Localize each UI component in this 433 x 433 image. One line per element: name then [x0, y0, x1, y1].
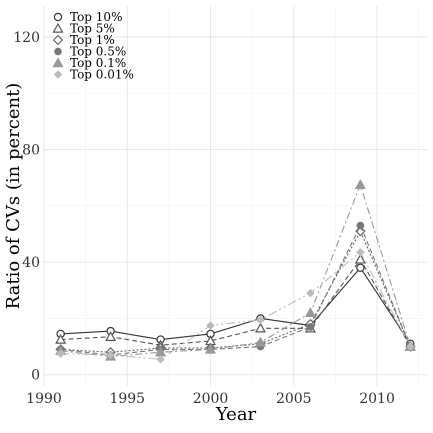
y-axis-title: Ratio of CVs (in percent)	[3, 83, 24, 310]
data-point	[105, 331, 117, 341]
x-tick-label: 2005	[276, 391, 312, 407]
y-tick-label: 80	[22, 143, 40, 159]
x-tick-label: 2000	[193, 391, 229, 407]
legend-marker	[52, 34, 64, 46]
series-line	[60, 266, 411, 345]
legend-marker	[52, 57, 64, 68]
data-point	[156, 355, 165, 364]
data-point	[56, 349, 65, 358]
data-point	[206, 321, 215, 330]
legend-label: Top 0.01%	[70, 68, 134, 82]
data-point	[306, 323, 315, 331]
legend-item: Top 1%	[52, 33, 115, 47]
legend-label: Top 0.1%	[70, 56, 126, 70]
legend-item: Top 0.1%	[52, 56, 126, 70]
y-tick-label: 120	[13, 30, 40, 46]
series-line	[60, 183, 411, 357]
data-point	[354, 253, 366, 264]
legend-label: Top 1%	[70, 33, 115, 47]
legend-item: Top 0.5%	[54, 45, 126, 59]
x-tick-label: 2010	[359, 391, 395, 407]
legend-marker	[53, 12, 63, 22]
legend-item: Top 5%	[52, 22, 115, 36]
data-point	[355, 225, 366, 237]
series-line	[60, 229, 411, 353]
data-point	[406, 342, 415, 351]
series-line	[60, 224, 411, 356]
x-tick-label: 1995	[109, 391, 145, 407]
grid-lines	[43, 6, 427, 386]
series-line	[60, 258, 411, 347]
y-tick-label: 40	[22, 255, 40, 271]
data-point	[254, 336, 266, 347]
series-line	[60, 251, 411, 360]
data-point	[205, 343, 217, 354]
y-tick-label: 0	[31, 368, 40, 384]
plot-background	[44, 6, 427, 386]
data-point	[354, 179, 366, 189]
legend-label: Top 5%	[70, 22, 115, 36]
data-point	[356, 248, 365, 257]
legend: Top 10%Top 5%Top 1%Top 0.5%Top 0.1%Top 0…	[52, 10, 134, 82]
data-point	[106, 350, 115, 360]
data-point	[304, 307, 316, 318]
data-point	[256, 315, 265, 325]
series-layer	[55, 179, 416, 364]
series-6	[56, 248, 415, 364]
data-point	[306, 288, 315, 298]
legend-label: Top 10%	[70, 10, 122, 24]
x-tick-label: 1990	[26, 391, 62, 407]
legend-item: Top 0.01%	[53, 68, 134, 82]
legend-marker	[52, 22, 64, 33]
legend-marker	[53, 70, 63, 79]
tick-labels: 1990 1995 2000 2005 2010 0 40 80 120	[13, 30, 395, 407]
data-point	[356, 221, 365, 230]
x-axis-title: Year	[215, 404, 257, 425]
legend-label: Top 0.5%	[70, 45, 126, 59]
data-point	[254, 322, 266, 333]
legend-marker	[54, 47, 62, 56]
data-point	[356, 263, 365, 272]
legend-item: Top 10%	[53, 10, 122, 24]
data-point	[55, 333, 67, 344]
